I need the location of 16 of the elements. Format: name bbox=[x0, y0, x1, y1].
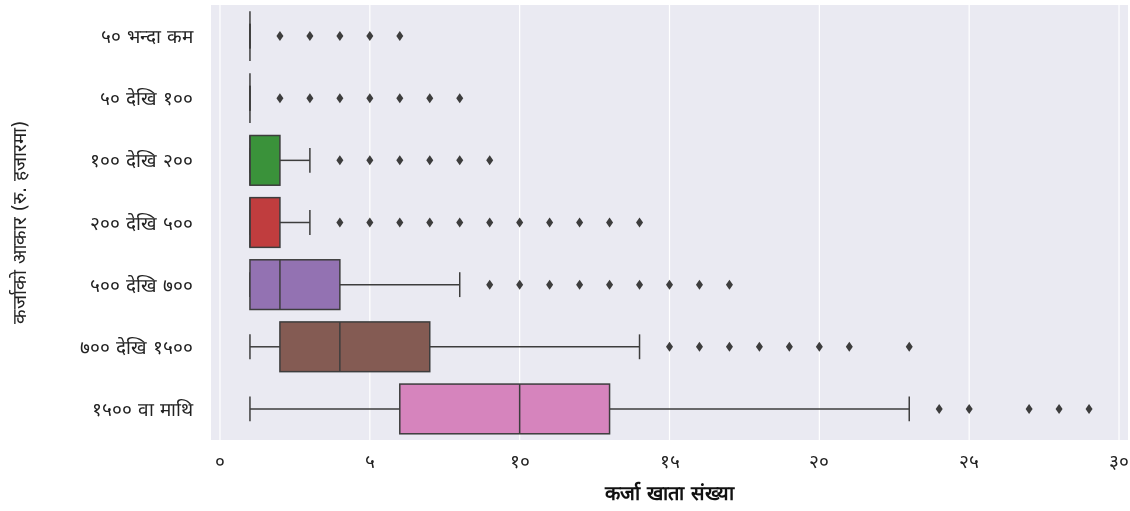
y-tick-label: ५०० देखि ७०० bbox=[89, 273, 193, 296]
x-tick-label: १० bbox=[509, 450, 530, 472]
y-tick-label: ५० देखि १०० bbox=[99, 87, 193, 110]
y-tick-label: १५०० वा माथि bbox=[91, 397, 194, 420]
x-tick-label: २० bbox=[809, 450, 830, 472]
x-tick-label: ० bbox=[214, 450, 225, 472]
y-tick-label: १०० देखि २०० bbox=[89, 149, 193, 172]
y-tick-label: ७०० देखि १५०० bbox=[79, 335, 193, 358]
x-axis-title: कर्जा खाता संख्या bbox=[604, 481, 735, 505]
x-tick-label: ३० bbox=[1109, 450, 1130, 472]
y-tick-label: ५० भन्दा कम bbox=[100, 25, 194, 48]
x-tick-label: १५ bbox=[659, 450, 680, 472]
y-tick-label: २०० देखि ५०० bbox=[89, 211, 193, 234]
x-tick-label: ५ bbox=[364, 450, 375, 472]
x-tick-label: २५ bbox=[959, 450, 980, 472]
y-axis-title: कर्जाको आकार (रु. हजारमा) bbox=[8, 120, 30, 325]
